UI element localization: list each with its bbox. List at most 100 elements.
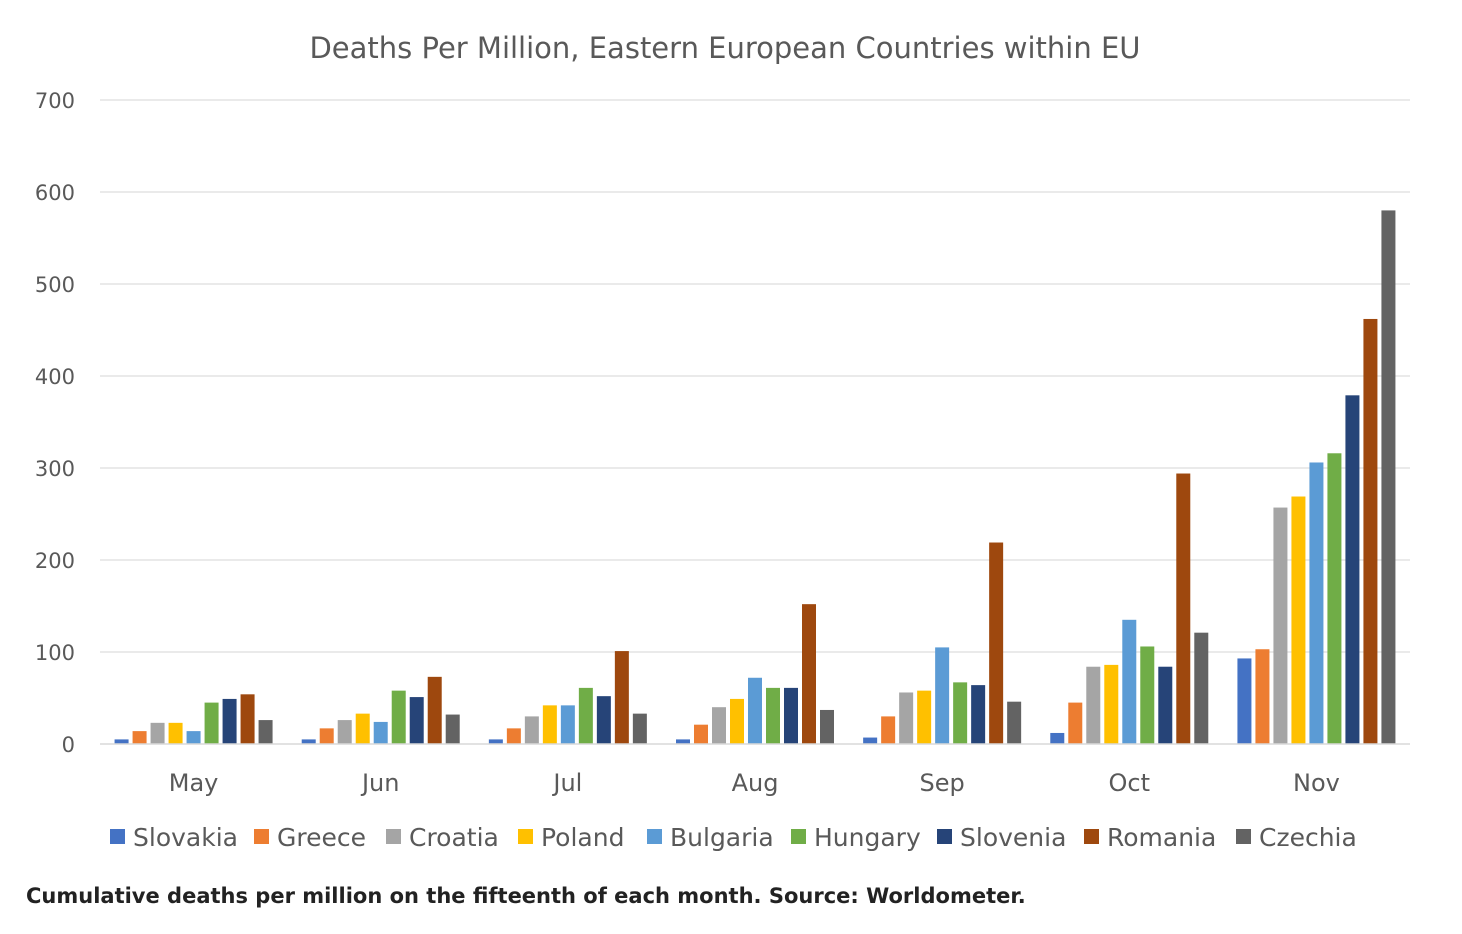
bar-bulgaria-nov bbox=[1309, 462, 1324, 744]
bar-czechia-jul bbox=[632, 713, 647, 744]
legend-label-bulgaria: Bulgaria bbox=[670, 823, 774, 852]
x-category-label: Sep bbox=[920, 769, 965, 797]
bar-greece-jun bbox=[319, 728, 334, 744]
bar-poland-may bbox=[168, 722, 183, 744]
y-tick-label: 700 bbox=[35, 89, 75, 113]
bar-slovenia-may bbox=[222, 698, 237, 744]
bar-romania-jun bbox=[427, 676, 442, 744]
bar-romania-may bbox=[240, 694, 255, 744]
legend-label-greece: Greece bbox=[277, 823, 366, 852]
bar-poland-jul bbox=[542, 705, 557, 744]
bar-bulgaria-may bbox=[186, 731, 201, 744]
legend-swatch-hungary bbox=[791, 829, 806, 844]
chart-title: Deaths Per Million, Eastern European Cou… bbox=[309, 31, 1140, 65]
x-category-label: May bbox=[169, 769, 219, 797]
x-category-label: Jun bbox=[360, 769, 400, 797]
bar-poland-nov bbox=[1291, 496, 1306, 744]
bar-slovenia-oct bbox=[1158, 666, 1173, 744]
y-tick-label: 500 bbox=[35, 273, 75, 297]
y-tick-label: 400 bbox=[35, 365, 75, 389]
bar-poland-oct bbox=[1104, 664, 1119, 744]
bar-hungary-aug bbox=[766, 687, 780, 744]
bar-hungary-sep bbox=[953, 682, 968, 744]
bar-romania-sep bbox=[989, 542, 1004, 744]
y-axis-ticks: 0 100 200 300 400 500 600 700 bbox=[35, 89, 75, 757]
legend-swatch-czechia bbox=[1236, 829, 1251, 844]
bar-romania-jul bbox=[614, 651, 629, 744]
bar-bulgaria-aug bbox=[748, 677, 762, 744]
y-tick-label: 300 bbox=[35, 457, 75, 481]
bar-bulgaria-sep bbox=[935, 647, 950, 744]
bar-slovakia-may bbox=[114, 739, 129, 744]
bar-czechia-oct bbox=[1194, 632, 1209, 744]
chart: Deaths Per Million, Eastern European Cou… bbox=[35, 31, 1410, 852]
bar-poland-aug bbox=[730, 698, 744, 744]
bar-poland-jun bbox=[355, 713, 370, 744]
bar-slovakia-nov bbox=[1237, 658, 1252, 744]
bar-czechia-sep bbox=[1007, 701, 1022, 744]
bar-hungary-jul bbox=[578, 687, 593, 744]
bar-hungary-nov bbox=[1327, 453, 1342, 744]
bar-bulgaria-jul bbox=[560, 705, 575, 744]
bar-romania-aug bbox=[802, 604, 816, 744]
bar-slovakia-aug bbox=[676, 739, 690, 744]
bar-greece-nov bbox=[1255, 649, 1270, 744]
legend-swatch-bulgaria bbox=[647, 829, 662, 844]
legend-label-slovakia: Slovakia bbox=[133, 823, 238, 852]
legend-swatch-slovenia bbox=[937, 829, 952, 844]
bar-croatia-jul bbox=[524, 716, 539, 744]
legend-label-romania: Romania bbox=[1107, 823, 1216, 852]
bar-slovakia-sep bbox=[863, 737, 878, 744]
legend-swatch-greece bbox=[254, 829, 269, 844]
bar-romania-nov bbox=[1363, 318, 1378, 744]
bar-slovakia-jul bbox=[488, 739, 503, 744]
bar-greece-sep bbox=[881, 716, 896, 744]
gridlines bbox=[100, 99, 1410, 653]
bar-slovenia-jun bbox=[409, 697, 424, 744]
bar-croatia-nov bbox=[1273, 507, 1288, 744]
bar-hungary-jun bbox=[391, 690, 406, 744]
bar-romania-oct bbox=[1176, 473, 1191, 744]
bar-slovenia-nov bbox=[1345, 395, 1360, 744]
bar-czechia-jun bbox=[445, 714, 460, 744]
bar-greece-may bbox=[132, 731, 147, 744]
bar-croatia-may bbox=[150, 722, 165, 744]
bar-croatia-jun bbox=[337, 720, 352, 744]
legend: Slovakia Greece Croatia Poland Bulgaria Hunga… bbox=[110, 823, 1357, 852]
bar-slovenia-aug bbox=[784, 687, 798, 744]
y-tick-label: 600 bbox=[35, 181, 75, 205]
x-axis-categories: May Jun Jul Aug Sep Oct Nov bbox=[169, 769, 1340, 797]
bar-bulgaria-jun bbox=[373, 721, 388, 744]
bar-hungary-oct bbox=[1140, 646, 1155, 744]
bar-czechia-may bbox=[258, 720, 273, 744]
bar-czechia-nov bbox=[1381, 210, 1396, 744]
bar-greece-oct bbox=[1068, 702, 1083, 744]
bar-slovenia-jul bbox=[596, 696, 611, 744]
x-category-label: Jul bbox=[551, 769, 582, 797]
chart-svg: Deaths Per Million, Eastern European Cou… bbox=[35, 31, 1410, 852]
legend-label-hungary: Hungary bbox=[814, 823, 921, 852]
bar-greece-jul bbox=[506, 728, 521, 744]
bars bbox=[114, 210, 1396, 744]
bar-bulgaria-oct bbox=[1122, 619, 1137, 744]
legend-swatch-poland bbox=[518, 829, 533, 844]
x-category-label: Aug bbox=[732, 769, 779, 797]
legend-swatch-slovakia bbox=[110, 829, 125, 844]
bar-slovakia-jun bbox=[301, 739, 316, 744]
legend-label-croatia: Croatia bbox=[409, 823, 499, 852]
x-category-label: Oct bbox=[1109, 769, 1151, 797]
bar-croatia-oct bbox=[1086, 666, 1101, 744]
bar-poland-sep bbox=[917, 690, 932, 744]
legend-label-czechia: Czechia bbox=[1259, 823, 1357, 852]
x-category-label: Nov bbox=[1293, 769, 1340, 797]
bar-slovenia-sep bbox=[971, 685, 986, 744]
bar-hungary-may bbox=[204, 702, 219, 744]
y-tick-label: 100 bbox=[35, 641, 75, 665]
legend-swatch-romania bbox=[1084, 829, 1099, 844]
bar-croatia-aug bbox=[712, 707, 726, 744]
figure-caption: Cumulative deaths per million on the fif… bbox=[26, 884, 1026, 908]
legend-label-slovenia: Slovenia bbox=[960, 823, 1066, 852]
y-tick-label: 0 bbox=[62, 733, 75, 757]
y-tick-label: 200 bbox=[35, 549, 75, 573]
bar-czechia-aug bbox=[820, 709, 834, 744]
